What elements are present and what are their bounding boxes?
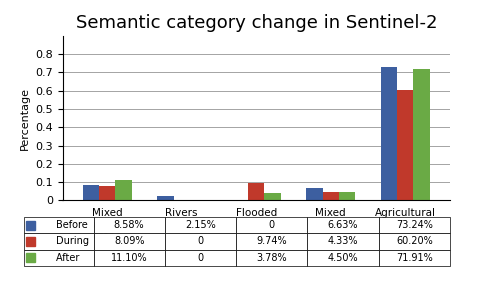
Bar (157, 196, 174, 200)
Title: Semantic category change in Sentinel-2: Semantic category change in Sentinel-2 (76, 13, 437, 32)
Bar (82, 185, 99, 200)
Y-axis label: Percentage: Percentage (20, 87, 30, 150)
Bar (322, 193, 339, 200)
Bar (264, 193, 281, 200)
Bar (339, 192, 355, 200)
Bar (26, 254, 35, 263)
Bar (414, 69, 430, 200)
Bar (26, 237, 35, 246)
Bar (397, 90, 413, 200)
Bar (26, 221, 35, 230)
Bar (306, 188, 322, 200)
Bar (380, 66, 397, 200)
Bar (248, 182, 264, 200)
Bar (116, 180, 132, 200)
Bar (99, 186, 116, 200)
